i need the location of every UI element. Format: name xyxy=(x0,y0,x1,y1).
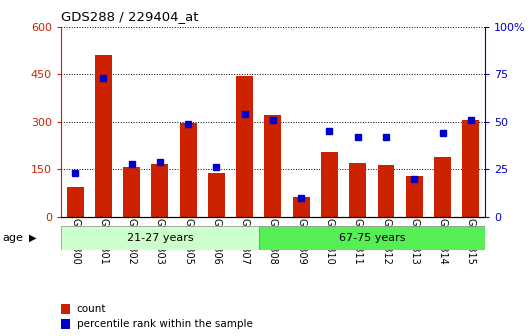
Bar xyxy=(95,55,112,217)
Bar xyxy=(208,173,225,217)
Bar xyxy=(180,123,197,217)
Text: ▶: ▶ xyxy=(29,233,37,243)
Bar xyxy=(123,167,140,217)
Bar xyxy=(377,165,394,217)
Text: percentile rank within the sample: percentile rank within the sample xyxy=(77,319,253,329)
Text: 21-27 years: 21-27 years xyxy=(127,233,193,243)
Bar xyxy=(259,226,485,250)
Bar xyxy=(349,163,366,217)
Bar xyxy=(406,176,423,217)
Text: age: age xyxy=(3,233,23,243)
Text: 67-75 years: 67-75 years xyxy=(339,233,405,243)
Bar xyxy=(321,152,338,217)
Bar xyxy=(152,164,169,217)
Bar xyxy=(293,197,310,217)
Bar xyxy=(264,116,281,217)
Bar xyxy=(67,187,84,217)
Bar xyxy=(462,120,479,217)
Bar xyxy=(236,76,253,217)
Bar xyxy=(61,226,259,250)
Bar xyxy=(434,157,451,217)
Text: GDS288 / 229404_at: GDS288 / 229404_at xyxy=(61,10,198,23)
Text: count: count xyxy=(77,304,107,314)
